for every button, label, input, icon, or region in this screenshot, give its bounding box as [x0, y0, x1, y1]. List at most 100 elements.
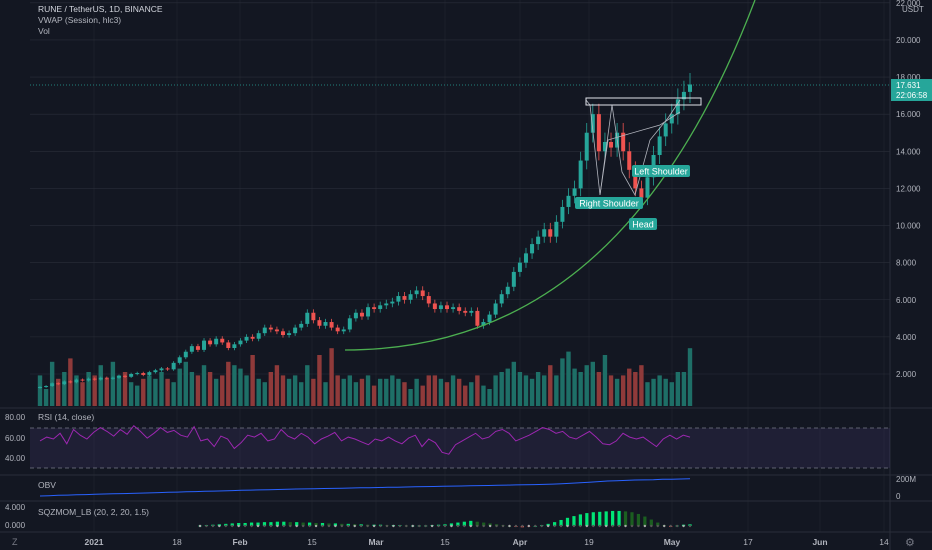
parabolic-curve[interactable]	[344, 0, 756, 351]
volume-bar	[250, 355, 255, 406]
sqz-bar	[462, 521, 466, 526]
sqz-bar	[578, 514, 582, 526]
sqz-dot	[669, 524, 672, 528]
resistance-box[interactable]	[585, 97, 702, 106]
volume-bar	[195, 375, 201, 406]
sqz-dot	[469, 524, 472, 528]
candle-body	[104, 377, 109, 379]
sqz-dot	[546, 524, 550, 528]
volume-bar	[408, 389, 413, 406]
candle-body	[62, 381, 67, 385]
sqz-tick-0: 0.000	[5, 521, 26, 530]
sqz-dot	[656, 524, 659, 528]
right-shoulder-label[interactable]: Right Shoulder	[579, 199, 639, 209]
price-tick: 18.000	[896, 73, 921, 82]
candle-body	[299, 323, 304, 328]
obv-title[interactable]: OBV	[38, 480, 56, 490]
rsi-tick-60: 60.00	[5, 434, 26, 443]
sqz-dot	[443, 524, 447, 528]
rsi-title[interactable]: RSI (14, close)	[38, 412, 94, 422]
sqz-bar	[256, 522, 260, 526]
timezone-icon[interactable]: Z	[12, 537, 18, 547]
candle-body	[317, 320, 322, 326]
sqz-dot	[630, 524, 634, 528]
sqz-dot	[617, 524, 621, 528]
sqz-title[interactable]: SQZMOM_LB (20, 2, 20, 1.5)	[38, 507, 149, 517]
volume-bar	[177, 368, 182, 406]
candle-body	[220, 338, 225, 343]
volume-bar	[566, 351, 571, 406]
volume-bar	[639, 365, 644, 406]
sqz-dot	[437, 524, 440, 528]
candle-body	[609, 142, 614, 148]
volume-bar	[116, 375, 122, 406]
vwap-indicator-label[interactable]: VWAP (Session, hlc3)	[38, 15, 121, 25]
volume-bar	[420, 385, 425, 406]
sqz-bar	[230, 523, 234, 526]
volume-bar	[171, 382, 176, 406]
rsi-line[interactable]	[39, 424, 691, 455]
volume-bar	[159, 372, 164, 406]
volume-bar	[147, 375, 152, 406]
sqz-dot	[418, 524, 421, 528]
candle-body	[384, 303, 389, 306]
candle-body	[681, 91, 686, 100]
sqz-bar	[249, 522, 254, 526]
rsi-tick-40: 40.00	[5, 454, 26, 463]
sqz-dot	[534, 524, 537, 528]
candle-body	[572, 188, 577, 196]
candle-body	[426, 296, 431, 304]
sqz-dot	[295, 524, 298, 528]
sqz-dot	[340, 524, 344, 528]
sqz-dot	[347, 524, 350, 528]
candle-body	[396, 296, 401, 302]
volume-bar	[86, 372, 91, 406]
volume-bar	[122, 372, 128, 406]
volume-bar	[329, 348, 334, 406]
volume-bar	[244, 375, 249, 406]
price-tick: 16.000	[896, 110, 921, 119]
sqz-dot	[224, 524, 227, 528]
price-tag	[891, 79, 932, 101]
sqz-dot	[604, 524, 608, 528]
volume-indicator-label[interactable]: Vol	[38, 26, 50, 36]
obv-line[interactable]	[39, 478, 691, 497]
volume-bar	[663, 378, 668, 406]
sqz-tick-4: 4.000	[5, 503, 26, 512]
price-axis[interactable]: 2.000 4.000 6.000 8.000 10.000 12.000 14.000 16…	[896, 0, 921, 379]
gear-icon[interactable]: ⚙	[905, 537, 915, 549]
candle-body	[189, 346, 194, 352]
candle-body	[663, 123, 668, 137]
currency-label: USDT	[902, 5, 924, 14]
sqz-bar	[320, 522, 325, 526]
sqz-bar	[288, 522, 292, 526]
candle-body	[554, 221, 559, 237]
sqz-bar	[643, 516, 647, 526]
head-label[interactable]: Head	[632, 220, 654, 230]
volume-bar	[529, 378, 535, 406]
time-axis[interactable]: 2021 18 Feb 15 Mar 15 Apr 19 May 17 Jun 14	[85, 537, 889, 547]
sqz-dot	[205, 524, 208, 528]
candle-body	[560, 206, 565, 222]
candle-body	[414, 290, 419, 295]
volume-bar	[450, 375, 456, 406]
sqz-bar	[482, 522, 486, 526]
volume-bar	[560, 358, 565, 406]
sqz-dot	[450, 524, 453, 528]
candle-body	[578, 160, 583, 189]
pattern-lines[interactable]	[585, 99, 681, 197]
sqz-bar	[327, 523, 331, 526]
left-shoulder-label[interactable]: Left Shoulder	[634, 167, 688, 177]
sqz-dot	[198, 524, 202, 528]
time-label: 14	[879, 537, 889, 547]
sqz-dot	[688, 524, 692, 528]
chart-title[interactable]: RUNE / TetherUS, 1D, BINANCE	[38, 4, 163, 14]
candle-body	[335, 327, 340, 332]
sqz-dot	[592, 524, 595, 528]
sqz-dot	[508, 524, 511, 528]
sqz-bar	[314, 522, 318, 526]
candle-body	[445, 305, 450, 310]
price-tick: 4.000	[896, 333, 917, 342]
rsi-tick-80: 80.00	[5, 413, 26, 422]
